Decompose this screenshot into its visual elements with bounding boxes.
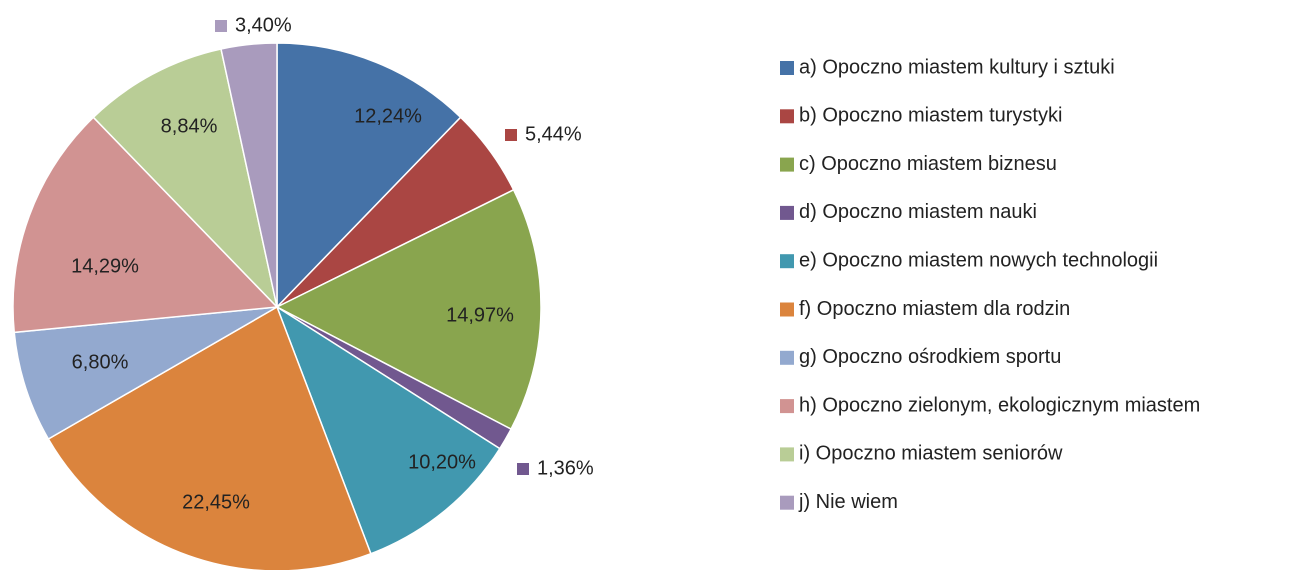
legend-label: b) Opoczno miastem turystyki xyxy=(799,105,1062,127)
data-label: 14,29% xyxy=(71,255,139,277)
legend-key xyxy=(780,447,794,462)
legend-key xyxy=(780,495,794,510)
pie-slice xyxy=(12,116,279,334)
legend-key xyxy=(780,399,794,414)
legend-label: h) Opoczno zielonym, ekologicznym miaste… xyxy=(799,394,1200,416)
pie-slice xyxy=(275,305,501,555)
legend-label: c) Opoczno miastem biznesu xyxy=(799,153,1057,175)
data-label: 3,40% xyxy=(235,14,292,36)
legend-label: a) Opoczno miastem kultury i sztuki xyxy=(799,56,1115,78)
data-label: 8,84% xyxy=(161,115,218,137)
legend-label: g) Opoczno ośrodkiem sportu xyxy=(799,346,1061,368)
data-label: 12,24% xyxy=(354,105,422,127)
pie-slice xyxy=(276,42,462,309)
legend-label: d) Opoczno miastem nauki xyxy=(799,201,1037,223)
label-key xyxy=(505,129,517,141)
legend-key xyxy=(780,302,794,317)
legend-key xyxy=(780,61,794,75)
legend-key xyxy=(780,205,794,220)
data-label: 5,44% xyxy=(525,123,582,145)
legend-key xyxy=(780,350,794,365)
data-label: 14,97% xyxy=(446,304,514,326)
pie-slice xyxy=(92,48,279,310)
legend-label: e) Opoczno miastem nowych technologii xyxy=(799,249,1158,271)
legend-label: i) Opoczno miastem seniorów xyxy=(799,443,1063,465)
pie-slice xyxy=(13,306,278,441)
legend-key xyxy=(780,254,794,269)
data-label: 10,20% xyxy=(408,451,476,473)
legend-key xyxy=(780,157,794,172)
data-label: 6,80% xyxy=(72,351,129,373)
data-label: 22,45% xyxy=(182,491,250,513)
pie-slice xyxy=(275,188,542,431)
label-key xyxy=(517,463,529,475)
label-key xyxy=(215,20,227,32)
pie-slice xyxy=(220,42,278,308)
legend-key xyxy=(780,109,794,124)
legend-label: f) Opoczno miastem dla rodzin xyxy=(799,298,1070,320)
legend-label: j) Nie wiem xyxy=(798,491,898,513)
data-label: 1,36% xyxy=(537,457,594,479)
pie-slice xyxy=(47,305,372,570)
